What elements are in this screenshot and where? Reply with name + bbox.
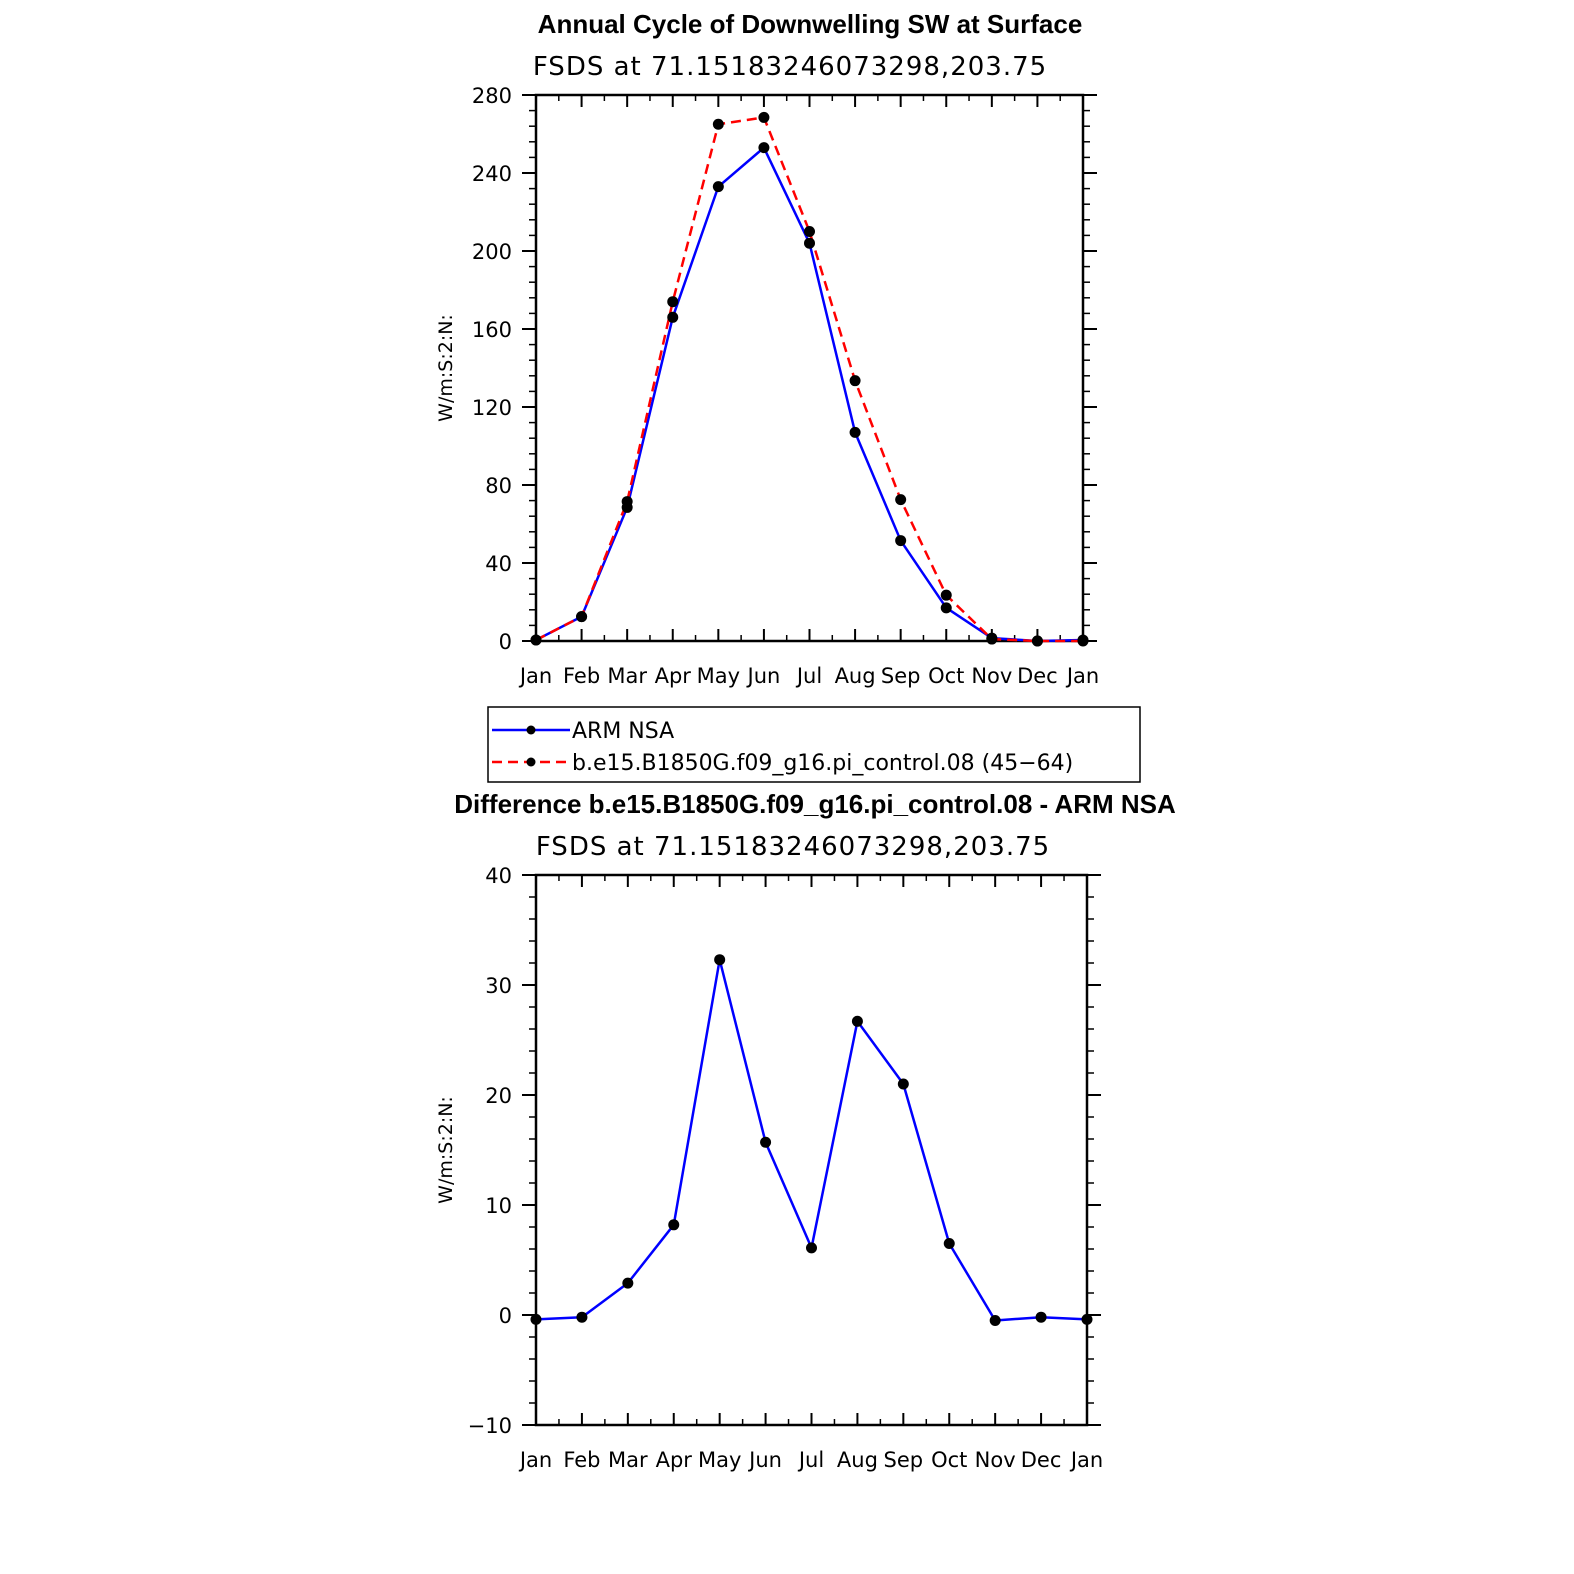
bottom-x-tick-label: Mar: [608, 1448, 648, 1472]
top-series-0-point: [895, 535, 907, 547]
bottom-x-tick-label: Feb: [563, 1448, 600, 1472]
top-chart-title: Annual Cycle of Downwelling SW at Surfac…: [538, 9, 1083, 39]
legend-label-model: b.e15.B1850G.f09_g16.pi_control.08 (45−6…: [572, 751, 1073, 776]
top-series-0-point: [667, 311, 679, 323]
bottom-y-tick-label: 40: [485, 864, 512, 888]
bottom-y-axis-label: W/m:S:2:N:: [435, 1096, 457, 1204]
bottom-series-0-point: [1035, 1311, 1047, 1323]
bottom-chart-title: Difference b.e15.B1850G.f09_g16.pi_contr…: [454, 789, 1176, 819]
legend: ARM NSA b.e15.B1850G.f09_g16.pi_control.…: [487, 706, 1141, 783]
bottom-series-line-0: [535, 958, 1088, 1322]
legend-marker-obs: [526, 725, 536, 735]
top-series-0-point: [940, 602, 952, 614]
top-x-tick-label: Jan: [1065, 664, 1099, 688]
top-series-0-point: [758, 142, 770, 154]
top-series-1-point: [804, 226, 815, 237]
top-series-1-point: [895, 494, 907, 506]
top-x-tick-label: Nov: [971, 664, 1012, 688]
top-series-1-point: [712, 118, 724, 130]
top-series-1-point: [530, 634, 542, 646]
bottom-series-0-point: [714, 954, 726, 966]
bottom-series-0-point: [806, 1242, 817, 1254]
top-series-1-point: [576, 611, 588, 623]
top-x-tick-label: Jul: [795, 664, 822, 688]
bottom-series-0-point: [530, 1313, 542, 1325]
bottom-plot-area: Jan Feb Mar Apr May Jun Jul Aug Sep Oct Nov Dec Jan−…: [468, 864, 1104, 1472]
bottom-y-tick-label: 10: [485, 1194, 512, 1218]
top-series-1-point: [1077, 635, 1089, 647]
top-series-1-point: [667, 296, 679, 308]
bottom-series-0-point: [760, 1136, 772, 1148]
top-x-tick-label: May: [697, 664, 740, 688]
bottom-x-tick-label: Sep: [884, 1448, 924, 1472]
bottom-x-tick-label: May: [698, 1448, 741, 1472]
bottom-x-tick-label: Dec: [1021, 1448, 1062, 1472]
bottom-series-0-point: [851, 1015, 863, 1027]
top-series-1-point: [621, 496, 633, 508]
top-x-tick-label: Dec: [1017, 664, 1058, 688]
bottom-series-0-point: [989, 1315, 1001, 1326]
bottom-x-tick-label: Jul: [797, 1448, 824, 1472]
bottom-series-0-point: [622, 1277, 634, 1289]
top-series-1-point: [940, 589, 952, 601]
top-y-tick-label: 80: [485, 474, 512, 498]
top-x-tick-label: Oct: [928, 664, 964, 688]
bottom-x-tick-label: Apr: [656, 1448, 693, 1472]
legend-marker-model: [526, 757, 536, 767]
legend-label-obs: ARM NSA: [572, 719, 674, 744]
top-x-tick-label: Apr: [655, 664, 692, 688]
top-plot-frame: [534, 93, 1085, 643]
top-series-line-1: [535, 116, 1083, 643]
bottom-x-tick-label: Aug: [837, 1448, 878, 1472]
bottom-series-0-point: [943, 1238, 955, 1249]
top-y-axis-label: W/m:S:2:N:: [435, 314, 457, 422]
top-series-line-0: [535, 146, 1084, 643]
bottom-series-0-point: [576, 1311, 588, 1323]
top-x-tick-label: Sep: [881, 664, 921, 688]
top-series-0-point: [804, 237, 815, 249]
bottom-chart-subtitle: FSDS at 71.15183246073298,203.75: [536, 832, 1050, 862]
top-series-1-point: [758, 111, 770, 123]
bottom-y-tick-label: −10: [468, 1414, 512, 1438]
top-series-0-point: [849, 426, 861, 438]
top-y-tick-label: 280: [472, 84, 512, 108]
top-y-tick-label: 40: [485, 552, 512, 576]
top-y-tick-label: 160: [472, 318, 512, 342]
top-plot-area: Jan Feb Mar Apr May Jun Jul Aug Sep Oct Nov Dec Jan0…: [472, 84, 1099, 688]
top-chart-subtitle: FSDS at 71.15183246073298,203.75: [533, 52, 1047, 82]
bottom-series-0-point: [1081, 1313, 1093, 1325]
top-x-tick-label: Jan: [518, 664, 552, 688]
legend-box: [487, 706, 1141, 783]
top-y-tick-label: 120: [472, 396, 512, 420]
top-series-0-point: [712, 181, 724, 193]
top-y-tick-label: 200: [472, 240, 512, 264]
top-y-tick-label: 0: [499, 630, 512, 654]
bottom-y-tick-label: 30: [485, 974, 512, 998]
bottom-plot-frame: [534, 873, 1089, 1427]
top-x-tick-label: Jun: [746, 664, 781, 688]
bottom-y-tick-label: 0: [499, 1304, 512, 1328]
bottom-series-0-point: [897, 1078, 909, 1090]
bottom-x-tick-label: Jun: [747, 1448, 782, 1472]
bottom-x-tick-label: Jan: [518, 1448, 552, 1472]
bottom-x-tick-label: Nov: [975, 1448, 1016, 1472]
top-x-tick-label: Mar: [607, 664, 647, 688]
top-series-1-point: [1031, 635, 1043, 647]
bottom-x-tick-label: Jan: [1069, 1448, 1103, 1472]
top-series-1-point: [849, 375, 861, 387]
top-series-1-point: [986, 633, 998, 645]
top-y-tick-label: 240: [472, 162, 512, 186]
bottom-series-0-point: [668, 1219, 680, 1231]
top-x-tick-label: Aug: [835, 664, 876, 688]
bottom-x-tick-label: Oct: [931, 1448, 967, 1472]
top-x-tick-label: Feb: [563, 664, 600, 688]
bottom-y-tick-label: 20: [485, 1084, 512, 1108]
